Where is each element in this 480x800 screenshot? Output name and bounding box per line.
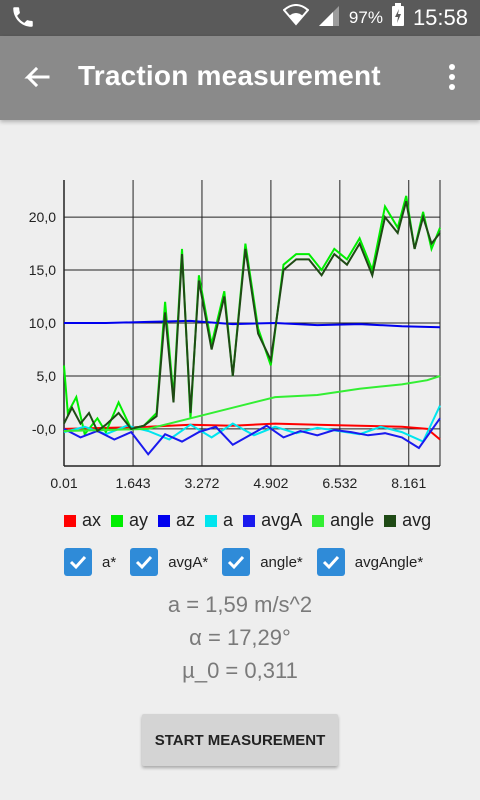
checkbox-checked-icon[interactable] <box>316 548 345 576</box>
app-bar: Traction measurement <box>0 36 480 120</box>
series-ay <box>63 195 441 437</box>
legend-swatch <box>205 514 218 527</box>
legend-swatch <box>111 514 124 527</box>
chart-legend: ax ay az a avgA angle avg <box>64 510 456 538</box>
y-tick-label: -0,0 <box>32 421 56 437</box>
legend-item: avg <box>384 510 431 531</box>
more-vert-icon[interactable] <box>446 62 458 94</box>
checkbox-angle[interactable]: angle* <box>222 548 303 576</box>
series-a <box>63 405 441 443</box>
series-angle <box>63 375 441 432</box>
legend-item: az <box>158 510 195 531</box>
checkbox-a[interactable]: a* <box>64 548 116 576</box>
angle-value: α = 17,29° <box>189 625 291 650</box>
legend-swatch <box>243 514 256 527</box>
y-tick-label: 20,0 <box>29 209 56 225</box>
legend-swatch <box>312 514 325 527</box>
arrow-back-icon[interactable] <box>20 62 52 94</box>
legend-swatch <box>64 514 76 527</box>
x-tick-label: 6.532 <box>322 475 357 491</box>
y-tick-label: 5,0 <box>37 368 57 384</box>
battery-charging-icon <box>391 3 405 33</box>
phone-call-icon <box>10 4 36 35</box>
legend-label: az <box>176 510 196 530</box>
legend-swatch <box>384 514 397 527</box>
traction-chart: 0.01 1.643 3.272 4.902 6.532 8.161 -0,0 5,0 10,0… <box>29 180 441 491</box>
legend-item: a <box>205 510 233 531</box>
metrics-panel: a = 1,59 m/s^2 α = 17,29° µ_0 = 0,311 <box>0 588 480 687</box>
checkbox-checked-icon[interactable] <box>130 548 159 576</box>
status-bar: 97% 15:58 <box>0 0 480 36</box>
legend-label: angle <box>330 510 375 530</box>
checkbox-label: avgAngle* <box>354 553 424 571</box>
series-toggles: a* avgA* angle* avgAngle* <box>64 548 474 576</box>
battery-percent: 97% <box>348 8 383 27</box>
clock: 15:58 <box>412 5 468 30</box>
legend-item: ay <box>111 510 148 531</box>
checkbox-avga[interactable]: avgA* <box>130 548 208 576</box>
series-avga <box>63 417 441 456</box>
checkbox-checked-icon[interactable] <box>222 548 251 576</box>
signal-icon <box>317 4 341 32</box>
y-tick-label: 15,0 <box>29 262 56 278</box>
legend-label: ax <box>82 510 102 530</box>
legend-label: a <box>223 510 234 530</box>
acceleration-value: a = 1,59 m/s^2 <box>167 592 313 617</box>
legend-item: ax <box>64 510 101 531</box>
legend-item: avgA <box>243 510 302 531</box>
page-title: Traction measurement <box>78 60 381 91</box>
series-az <box>64 319 441 329</box>
y-tick-label: 10,0 <box>29 315 56 331</box>
legend-item: angle <box>312 510 374 531</box>
legend-swatch <box>158 514 171 527</box>
checkbox-label: avgA* <box>168 553 209 571</box>
wifi-icon <box>282 4 310 32</box>
checkbox-label: a* <box>102 553 117 571</box>
x-tick-label: 4.902 <box>253 475 288 491</box>
x-tick-label: 8.161 <box>391 475 426 491</box>
checkbox-avgangle[interactable]: avgAngle* <box>316 548 424 576</box>
start-measurement-button[interactable]: START MEASUREMENT <box>142 714 338 766</box>
legend-label: avgA <box>261 510 303 530</box>
x-tick-label: 3.272 <box>184 475 219 491</box>
checkbox-checked-icon[interactable] <box>64 548 92 576</box>
legend-label: avg <box>402 510 432 530</box>
legend-label: ay <box>129 510 149 530</box>
friction-coefficient-value: µ_0 = 0,311 <box>182 658 298 683</box>
checkbox-label: angle* <box>260 553 303 571</box>
series-avgangle <box>63 200 441 433</box>
x-tick-label: 1.643 <box>116 475 151 491</box>
x-tick-label: 0.01 <box>50 475 77 491</box>
